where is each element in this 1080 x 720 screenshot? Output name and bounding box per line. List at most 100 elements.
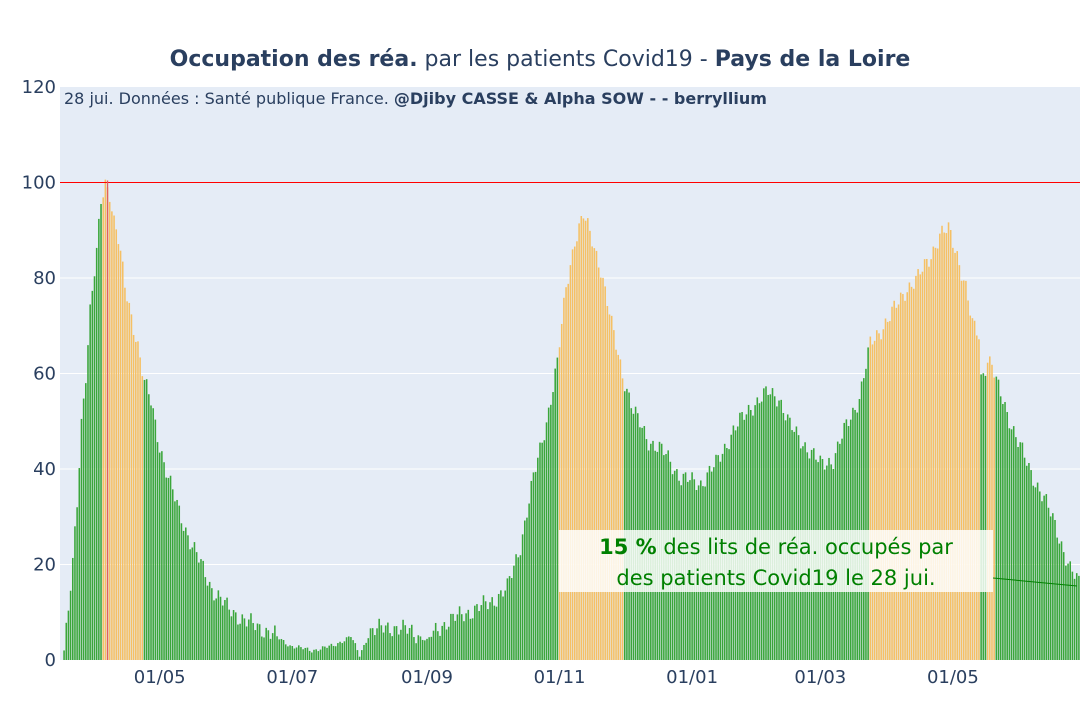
data-bar [623,391,626,660]
chart-subtitle-authors: @Djiby CASSE & Alpha SOW - - berryllium [394,89,767,108]
data-bar [334,646,337,660]
data-bar [408,628,411,660]
data-bar [756,397,759,660]
data-bar [126,301,128,660]
data-bar [541,442,543,660]
data-bar [1060,541,1063,660]
data-bar [104,179,107,660]
data-bar [267,630,270,660]
data-bar [902,294,904,660]
data-bar [960,280,963,660]
data-bar [219,596,222,660]
data-bar [606,306,609,660]
data-bar [502,596,504,660]
data-bar [282,640,285,660]
data-bar [1067,563,1069,660]
data-bar [593,248,596,661]
data-bar [582,218,585,660]
data-bar [341,643,344,660]
data-bar [873,340,876,660]
data-bar [195,552,198,660]
data-bar [245,626,248,660]
data-bar [1030,470,1032,660]
data-bar [176,499,178,660]
data-bar [1028,463,1030,660]
data-bar [202,560,204,660]
data-bar [947,222,950,661]
data-bar [69,590,72,660]
data-bar [430,636,433,660]
data-bar [302,649,304,660]
data-bar [250,613,252,660]
data-bar [178,505,181,660]
data-bar [413,637,415,660]
data-bar [1073,578,1076,660]
data-bar [165,477,167,660]
data-bar [352,640,354,660]
data-bar [206,585,209,660]
data-bar [187,535,189,660]
data-bar [995,376,998,660]
data-bar [289,645,291,660]
data-bar [278,639,280,660]
data-bar [934,247,937,660]
data-bar [74,526,76,660]
data-bar [962,280,965,660]
data-bar [1058,543,1061,660]
data-bar [445,629,448,660]
data-bar [124,287,126,660]
data-bar [141,376,144,660]
data-bar [76,507,78,660]
data-bar [374,635,376,660]
data-bar [878,333,880,660]
data-bar [958,265,961,660]
data-bar [906,292,909,660]
data-bar [880,339,882,660]
data-bar [604,286,606,660]
data-bar [904,300,906,660]
data-bar [395,626,398,660]
data-bar [771,388,774,660]
data-bar [380,625,383,660]
data-bar [910,286,913,660]
data-bar [161,451,163,660]
data-bar [1075,573,1078,660]
data-bar [1025,465,1028,660]
data-bar [280,638,283,660]
data-bar [976,335,978,660]
data-bar [899,292,902,660]
data-bar [971,318,974,660]
data-bar [89,304,91,660]
data-bar [1036,482,1039,660]
data-bar [284,644,287,660]
data-bar [871,344,874,660]
data-bar [912,288,915,660]
data-bar [358,656,361,660]
data-bar [560,323,563,660]
data-bar [508,576,511,660]
chart-title: Occupation des réa. par les patients Cov… [170,47,911,72]
data-bar [465,613,467,660]
data-bar [130,314,133,660]
data-bar [295,647,298,660]
data-bar [135,341,137,660]
x-tick-label: 01/11 [534,667,586,688]
data-bar [369,628,372,660]
data-bar [460,614,463,660]
data-bar [945,233,948,660]
x-tick-label: 01/05 [134,667,186,688]
data-bar [232,610,235,660]
data-bar [597,267,600,660]
data-bar [773,396,776,660]
data-bar [865,368,867,660]
data-bar [234,612,237,660]
data-bar [867,347,869,660]
data-bar [378,618,380,660]
data-bar [991,364,993,660]
data-bar [458,606,461,660]
data-bar [424,640,426,660]
chart-subtitle: 28 jui. Données : Santé publique France.… [64,89,767,108]
data-bar [780,399,782,660]
data-bar [895,307,898,660]
data-bar [117,244,120,661]
